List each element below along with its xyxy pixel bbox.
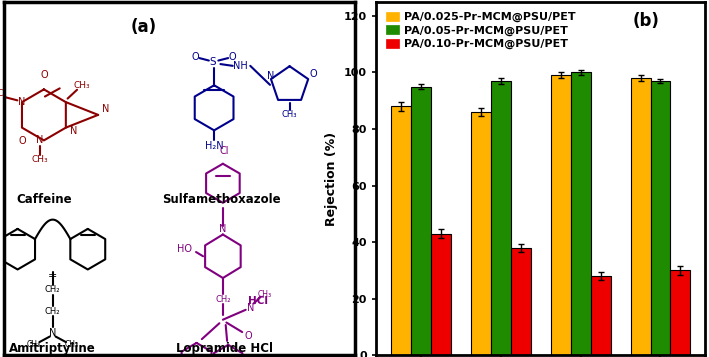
Bar — [411, 87, 431, 355]
Text: CH₂: CH₂ — [45, 285, 60, 294]
Text: Cl: Cl — [220, 146, 230, 156]
Text: Sulfamethoxazole: Sulfamethoxazole — [162, 193, 281, 206]
Text: NH: NH — [233, 61, 248, 71]
Text: Caffeine: Caffeine — [16, 193, 72, 206]
Text: N: N — [18, 97, 26, 107]
Bar — [431, 233, 451, 355]
Bar — [651, 81, 671, 355]
Text: H₃C: H₃C — [0, 89, 4, 98]
Legend: PA/0.025-Pr-MCM@PSU/PET, PA/0.05-Pr-MCM@PSU/PET, PA/0.10-Pr-MCM@PSU/PET: PA/0.025-Pr-MCM@PSU/PET, PA/0.05-Pr-MCM@… — [381, 7, 580, 54]
Text: N: N — [219, 224, 227, 234]
Bar — [671, 270, 691, 355]
Text: Lopramide HCl: Lopramide HCl — [176, 342, 273, 355]
Text: N: N — [247, 303, 255, 313]
Text: Amitriptyline: Amitriptyline — [9, 342, 96, 355]
Text: O: O — [228, 52, 236, 62]
Text: O: O — [310, 69, 317, 79]
Bar — [571, 72, 591, 355]
Text: CH₃: CH₃ — [281, 110, 296, 119]
Text: N: N — [36, 135, 43, 145]
Bar — [591, 276, 610, 355]
Text: CH₃: CH₃ — [257, 290, 272, 299]
Text: (a): (a) — [131, 17, 157, 36]
Text: N: N — [49, 328, 57, 338]
Text: CH₃: CH₃ — [73, 81, 90, 90]
Text: (b): (b) — [633, 12, 660, 30]
Y-axis label: Rejection (%): Rejection (%) — [325, 131, 338, 226]
Bar — [630, 78, 651, 355]
Text: HO: HO — [177, 244, 192, 254]
Text: N: N — [102, 104, 109, 114]
Text: N: N — [267, 71, 274, 81]
Bar — [491, 81, 510, 355]
Text: =: = — [48, 271, 57, 281]
Bar — [510, 248, 530, 355]
Text: O: O — [40, 70, 48, 80]
Text: N: N — [70, 126, 77, 136]
Text: CH₂: CH₂ — [45, 307, 60, 316]
Text: H₂N: H₂N — [205, 141, 223, 151]
Bar — [551, 75, 571, 355]
Text: CH₃: CH₃ — [31, 155, 48, 164]
Bar — [391, 106, 411, 355]
Text: CH₂: CH₂ — [215, 295, 230, 304]
Text: CH₃: CH₃ — [65, 340, 79, 349]
Text: CH₃: CH₃ — [26, 340, 40, 349]
Text: O: O — [18, 136, 26, 146]
Bar — [471, 112, 491, 355]
Text: S: S — [209, 57, 216, 67]
Text: O: O — [245, 331, 252, 341]
Text: HCl: HCl — [248, 296, 268, 306]
Text: O: O — [191, 52, 199, 62]
